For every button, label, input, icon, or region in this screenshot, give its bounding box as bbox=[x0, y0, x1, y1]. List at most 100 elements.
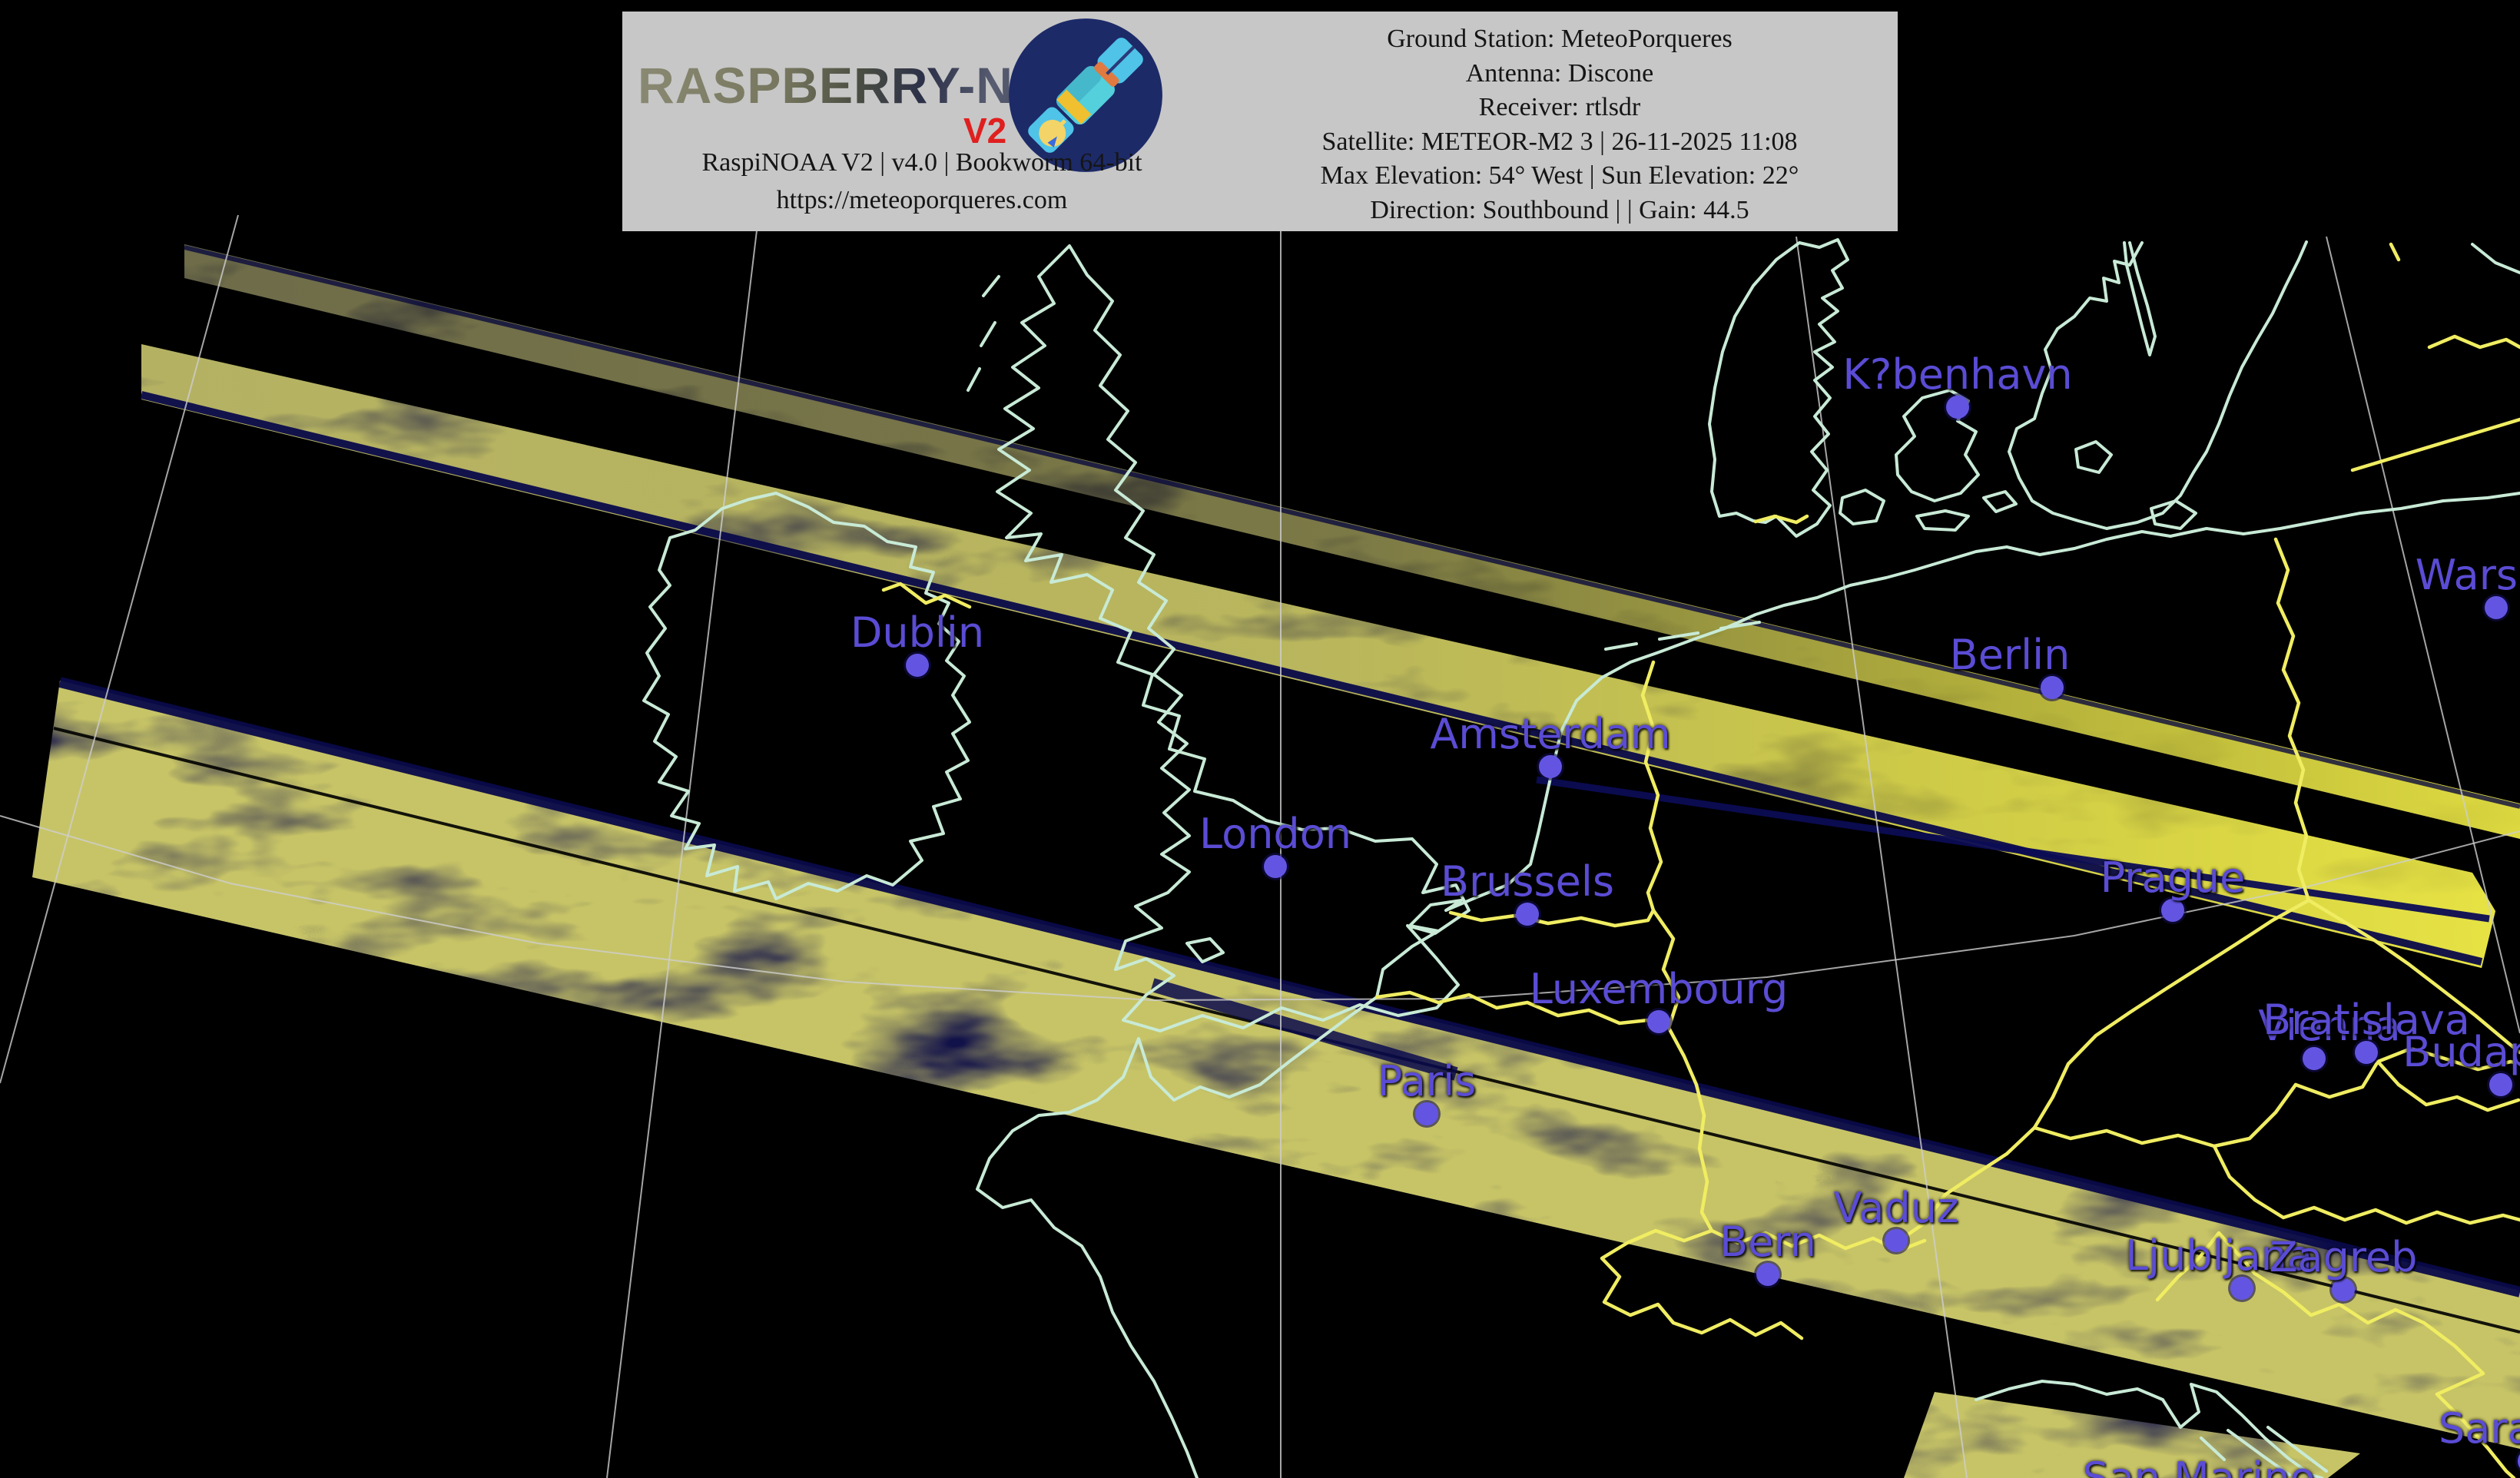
city-dot-brussels bbox=[1516, 903, 1539, 926]
border-slovenia-croatia bbox=[2253, 1271, 2485, 1397]
coastline-funen bbox=[1839, 489, 1885, 525]
border-austria-germany bbox=[1897, 1125, 2037, 1243]
coastline-adriatic bbox=[1975, 1380, 2323, 1478]
header-info-box: RASPBERRY-NOAA V2 RaspiNOAA V2 | bbox=[622, 12, 1898, 231]
coastline-lolland bbox=[1915, 490, 2018, 532]
city-dot-paris bbox=[1415, 1102, 1438, 1125]
swath-segment-2-bright-end bbox=[141, 344, 2495, 968]
graticule-layer bbox=[0, 214, 2520, 1478]
city-dot-vienna bbox=[2303, 1047, 2326, 1070]
coastline-croatian-islands bbox=[2200, 1426, 2328, 1476]
border-croatia-bosnia bbox=[2435, 1392, 2516, 1478]
graticule-parallel-0 bbox=[0, 815, 2520, 1002]
city-label-brussels: Brussels bbox=[1440, 857, 1615, 906]
city-label-budapest: Budapest bbox=[2402, 1028, 2520, 1076]
swath-segment-3-clouds bbox=[32, 681, 2520, 1449]
city-dot-bratislava bbox=[2355, 1041, 2378, 1064]
coastline-ireland bbox=[642, 492, 971, 900]
satellite-line: Satellite: METEOR-M2 3 | 26-11-2025 11:0… bbox=[1321, 127, 1798, 156]
city-dot-prague bbox=[2161, 899, 2184, 922]
border-northern-ireland bbox=[881, 582, 972, 609]
border-austria-slovenia-hungary bbox=[2212, 1144, 2520, 1225]
city-dot-ljubljana bbox=[2230, 1277, 2253, 1300]
coastline-baltic-south bbox=[2073, 492, 2520, 550]
pass-info-lines: Ground Station: MeteoPorqueres Antenna: … bbox=[1222, 22, 1898, 227]
software-version-line: RaspiNOAA V2 | v4.0 | Bookworm 64-bit bbox=[701, 148, 1142, 177]
swath-scan-edge-1 bbox=[140, 391, 2483, 966]
country-border-layer bbox=[881, 242, 2520, 1478]
city-dot-amsterdam bbox=[1539, 755, 1562, 778]
raspberry-noaa-logo: RASPBERRY-NOAA V2 bbox=[628, 12, 1220, 172]
graticule-meridian-3 bbox=[1796, 236, 1968, 1478]
swath-scan-edge-0 bbox=[184, 245, 2520, 809]
city-dot-luxembourg bbox=[1647, 1010, 1670, 1033]
city-dot-warsaw bbox=[2485, 596, 2508, 619]
coastline-northeast-corner bbox=[2471, 243, 2520, 274]
coastline-jutland bbox=[1708, 238, 1849, 538]
graticule-meridian-0 bbox=[0, 214, 239, 1084]
city-label-bern: Bern bbox=[1719, 1218, 1816, 1266]
coastline-kattegat-island bbox=[2074, 440, 2113, 474]
city-label-berlin: Berlin bbox=[1949, 631, 2071, 679]
border-france-germany-rhine bbox=[1694, 1082, 1714, 1233]
coastline-great-britain bbox=[996, 244, 1471, 1032]
receiver-line: Receiver: rtlsdr bbox=[1478, 93, 1641, 121]
satellite-icon bbox=[1009, 18, 1162, 172]
city-label-vaduz: Vaduz bbox=[1833, 1184, 1959, 1232]
border-denmark-germany bbox=[1753, 514, 1809, 525]
city-label-bratislava: Bratislava bbox=[2263, 996, 2470, 1044]
city-dot-budapest bbox=[2489, 1073, 2512, 1096]
city-label-zagreb: Zagreb bbox=[2269, 1233, 2418, 1281]
border-scandinavia-squiggle bbox=[2389, 242, 2520, 350]
border-austria-hungary-slovakia bbox=[2293, 1046, 2520, 1099]
border-france-belgium bbox=[1374, 990, 1671, 1030]
swath-scan-edge-2 bbox=[1536, 776, 2490, 923]
border-switzerland bbox=[1600, 1228, 1804, 1340]
satellite-swath-layer bbox=[32, 244, 2520, 1478]
city-dot-vaduz bbox=[1885, 1229, 1908, 1252]
city-label-san-marino: San Marino bbox=[2082, 1453, 2316, 1478]
border-netherlands-germany bbox=[1640, 660, 1663, 913]
coastline-frisian-islands bbox=[1604, 621, 1761, 651]
coastline-continental-west bbox=[976, 545, 2076, 1478]
city-dot-k-benhavn bbox=[1946, 396, 1969, 419]
coastline-zealand bbox=[1895, 389, 1980, 502]
border-czech-poland bbox=[2306, 898, 2520, 1055]
city-label-warsaw: Warsaw bbox=[2415, 551, 2520, 599]
city-label-prague: Prague bbox=[2100, 853, 2246, 902]
border-czech-austria bbox=[2032, 1082, 2298, 1148]
border-germany-czech bbox=[2032, 898, 2311, 1130]
border-germany-poland-oder bbox=[2273, 537, 2311, 903]
graticule-meridian-1 bbox=[606, 230, 758, 1478]
swath-scan-edge-3 bbox=[58, 677, 2520, 1297]
city-dot-london bbox=[1264, 855, 1287, 878]
station-software-lines: RaspiNOAA V2 | v4.0 | Bookworm 64-bit ht… bbox=[622, 144, 1222, 219]
border-italy-slovenia bbox=[2155, 1231, 2257, 1302]
border-northeast-segment bbox=[2350, 417, 2520, 472]
city-dot-dublin bbox=[906, 654, 929, 677]
antenna-line: Antenna: Discone bbox=[1465, 58, 1654, 88]
coastline-sweden-west bbox=[2008, 240, 2308, 530]
coastline-layer bbox=[642, 238, 2520, 1478]
logo-version-badge: V2 bbox=[963, 111, 1007, 151]
coastline-oslofjord bbox=[2123, 241, 2157, 356]
border-belgium-netherlands bbox=[1448, 908, 1656, 928]
city-label-luxembourg: Luxembourg bbox=[1529, 965, 1789, 1013]
city-label-london: London bbox=[1199, 810, 1351, 858]
direction-gain-line: Direction: Southbound | | Gain: 44.5 bbox=[1370, 195, 1749, 224]
city-label-vienna: Vienna bbox=[2258, 1002, 2401, 1050]
city-label-paris: Paris bbox=[1377, 1057, 1477, 1105]
city-dot-berlin bbox=[2041, 676, 2064, 699]
ground-station-line: Ground Station: MeteoPorqueres bbox=[1387, 25, 1732, 53]
swath-segment-4-clouds bbox=[1904, 1392, 2360, 1478]
swath-segment-1-bright-end bbox=[184, 244, 2520, 839]
city-dot-sarajevo bbox=[2518, 1450, 2520, 1473]
city-label-k-benhavn: K?benhavn bbox=[1842, 350, 2073, 399]
graticule-meridian-4 bbox=[2326, 236, 2520, 1034]
city-dot-zagreb bbox=[2332, 1278, 2355, 1301]
coastline-isle-of-wight bbox=[1185, 937, 1225, 963]
city-label-dublin: Dublin bbox=[850, 608, 985, 657]
city-label-ljubljana: Ljubljana bbox=[2124, 1231, 2313, 1280]
